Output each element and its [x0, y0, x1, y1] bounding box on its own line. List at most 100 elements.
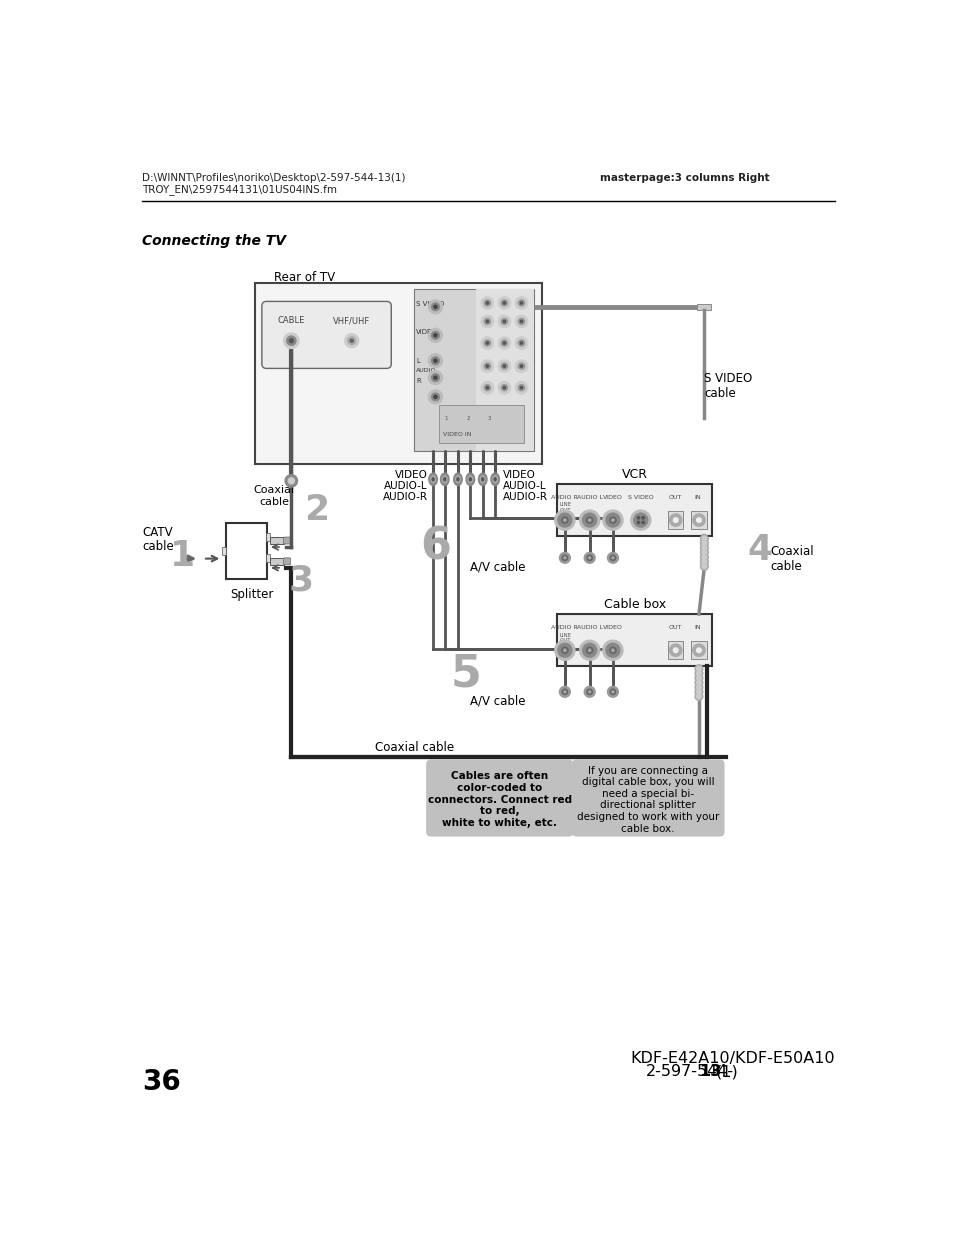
- Circle shape: [497, 315, 510, 327]
- Circle shape: [563, 650, 565, 651]
- Circle shape: [503, 342, 505, 345]
- Text: 1: 1: [444, 416, 448, 421]
- Ellipse shape: [454, 473, 461, 485]
- Text: Cable box: Cable box: [603, 598, 665, 611]
- Circle shape: [695, 688, 702, 695]
- Ellipse shape: [443, 478, 445, 480]
- Circle shape: [500, 319, 507, 325]
- Circle shape: [696, 676, 700, 680]
- Circle shape: [588, 690, 590, 693]
- Ellipse shape: [432, 478, 434, 480]
- Circle shape: [641, 516, 643, 519]
- FancyBboxPatch shape: [571, 760, 723, 836]
- Circle shape: [700, 535, 707, 542]
- Circle shape: [607, 687, 618, 698]
- Circle shape: [563, 557, 565, 558]
- Circle shape: [434, 377, 436, 379]
- Circle shape: [669, 514, 681, 526]
- Circle shape: [583, 687, 595, 698]
- FancyBboxPatch shape: [270, 537, 284, 543]
- Text: AUDIO-L: AUDIO-L: [502, 480, 546, 490]
- Circle shape: [517, 363, 524, 369]
- Circle shape: [612, 690, 613, 693]
- Text: (1): (1): [716, 1065, 738, 1079]
- Circle shape: [519, 320, 522, 322]
- Circle shape: [486, 387, 488, 389]
- Circle shape: [700, 553, 707, 561]
- Text: Connecting the TV: Connecting the TV: [142, 235, 286, 248]
- Circle shape: [480, 315, 493, 327]
- Circle shape: [602, 510, 622, 530]
- Circle shape: [289, 338, 293, 342]
- Circle shape: [517, 340, 524, 346]
- Circle shape: [500, 384, 507, 390]
- Circle shape: [480, 296, 493, 309]
- Circle shape: [586, 689, 592, 694]
- Circle shape: [609, 517, 616, 524]
- Circle shape: [637, 516, 639, 519]
- Circle shape: [428, 353, 442, 368]
- Bar: [691, 511, 706, 530]
- Circle shape: [350, 340, 353, 342]
- Circle shape: [700, 540, 707, 547]
- Circle shape: [561, 556, 567, 561]
- Circle shape: [696, 517, 700, 522]
- Circle shape: [517, 300, 524, 306]
- Circle shape: [561, 647, 567, 653]
- Circle shape: [503, 301, 505, 304]
- Circle shape: [484, 363, 490, 369]
- Circle shape: [692, 514, 704, 526]
- Circle shape: [695, 679, 702, 687]
- Circle shape: [696, 648, 700, 652]
- Circle shape: [480, 337, 493, 350]
- Circle shape: [610, 689, 615, 694]
- Circle shape: [486, 320, 488, 322]
- Bar: [557, 484, 711, 536]
- Circle shape: [561, 517, 567, 524]
- Circle shape: [700, 558, 707, 566]
- Text: KDF-E42A10/KDF-E50A10: KDF-E42A10/KDF-E50A10: [630, 1051, 835, 1066]
- Circle shape: [431, 331, 439, 340]
- Bar: [476, 289, 534, 451]
- Text: 2-597-544-: 2-597-544-: [645, 1065, 734, 1079]
- Text: 36: 36: [142, 1068, 181, 1097]
- Circle shape: [579, 510, 599, 530]
- FancyBboxPatch shape: [283, 558, 291, 564]
- Text: 6: 6: [419, 526, 451, 568]
- Circle shape: [434, 359, 436, 362]
- Text: 3: 3: [487, 416, 491, 421]
- Ellipse shape: [442, 475, 447, 483]
- Text: If you are connecting a
digital cable box, you will
need a special bi-
direction: If you are connecting a digital cable bo…: [577, 766, 719, 834]
- Text: 5: 5: [451, 652, 481, 695]
- Bar: [226, 524, 266, 579]
- Text: AUDIO R: AUDIO R: [551, 495, 578, 500]
- Circle shape: [348, 337, 355, 345]
- Text: Cables are often
color-coded to
connectors. Connect red
to red,
white to white, : Cables are often color-coded to connecto…: [427, 772, 571, 827]
- Text: TROY_EN\2597544131\01US04INS.fm: TROY_EN\2597544131\01US04INS.fm: [142, 184, 337, 195]
- Circle shape: [500, 340, 507, 346]
- Circle shape: [428, 370, 442, 384]
- Ellipse shape: [478, 473, 486, 485]
- Text: AUDIO R: AUDIO R: [551, 625, 578, 630]
- Circle shape: [431, 393, 439, 401]
- Text: CATV
cable: CATV cable: [142, 526, 174, 553]
- Circle shape: [497, 337, 510, 350]
- Circle shape: [701, 564, 706, 568]
- Circle shape: [695, 669, 702, 677]
- Text: AUDIO L: AUDIO L: [576, 625, 602, 630]
- Circle shape: [486, 301, 488, 304]
- Circle shape: [692, 645, 704, 656]
- Circle shape: [669, 645, 681, 656]
- Circle shape: [431, 303, 439, 311]
- Circle shape: [586, 556, 592, 561]
- Bar: [266, 555, 270, 562]
- Text: IN: IN: [694, 625, 700, 630]
- Text: VIDEO: VIDEO: [602, 495, 622, 500]
- Text: LINE: LINE: [558, 503, 571, 508]
- Circle shape: [555, 640, 575, 661]
- Text: VIDEO: VIDEO: [416, 330, 437, 335]
- Text: CABLE: CABLE: [277, 316, 305, 325]
- Bar: [557, 614, 711, 667]
- Circle shape: [696, 685, 700, 689]
- Circle shape: [503, 387, 505, 389]
